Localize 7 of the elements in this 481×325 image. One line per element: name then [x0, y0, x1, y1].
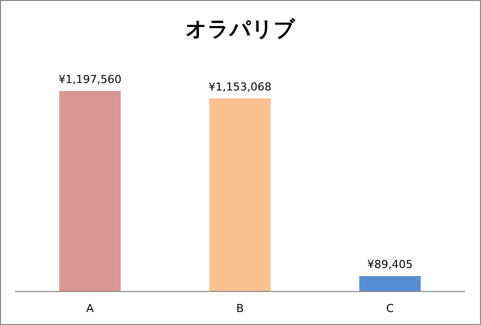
x-tick-label: A — [86, 302, 94, 315]
x-tick-label: B — [236, 302, 244, 315]
data-label: ¥89,405 — [367, 258, 413, 272]
data-label: ¥1,153,068 — [208, 80, 272, 94]
data-label: ¥1,197,560 — [58, 73, 122, 86]
x-tick-label: C — [386, 302, 394, 315]
chart-title: オラパリブ — [186, 17, 296, 41]
